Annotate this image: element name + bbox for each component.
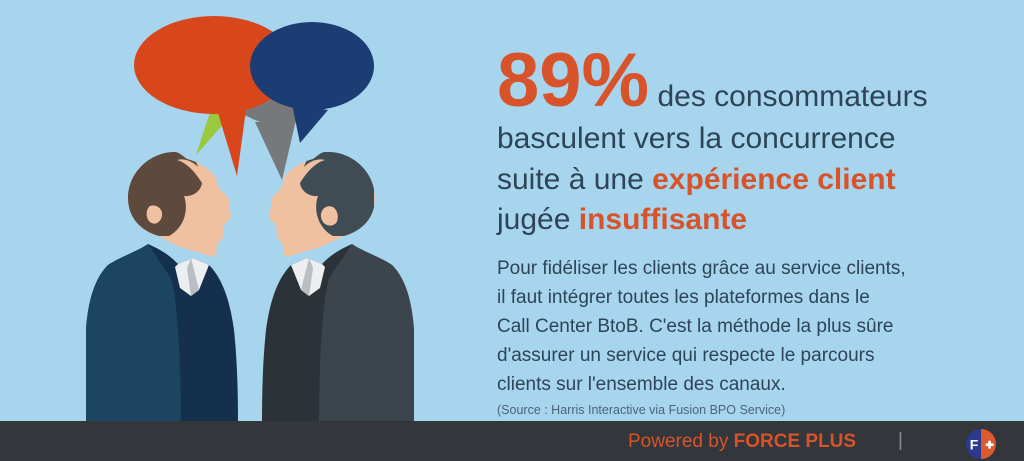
svg-text:F: F: [970, 437, 979, 453]
